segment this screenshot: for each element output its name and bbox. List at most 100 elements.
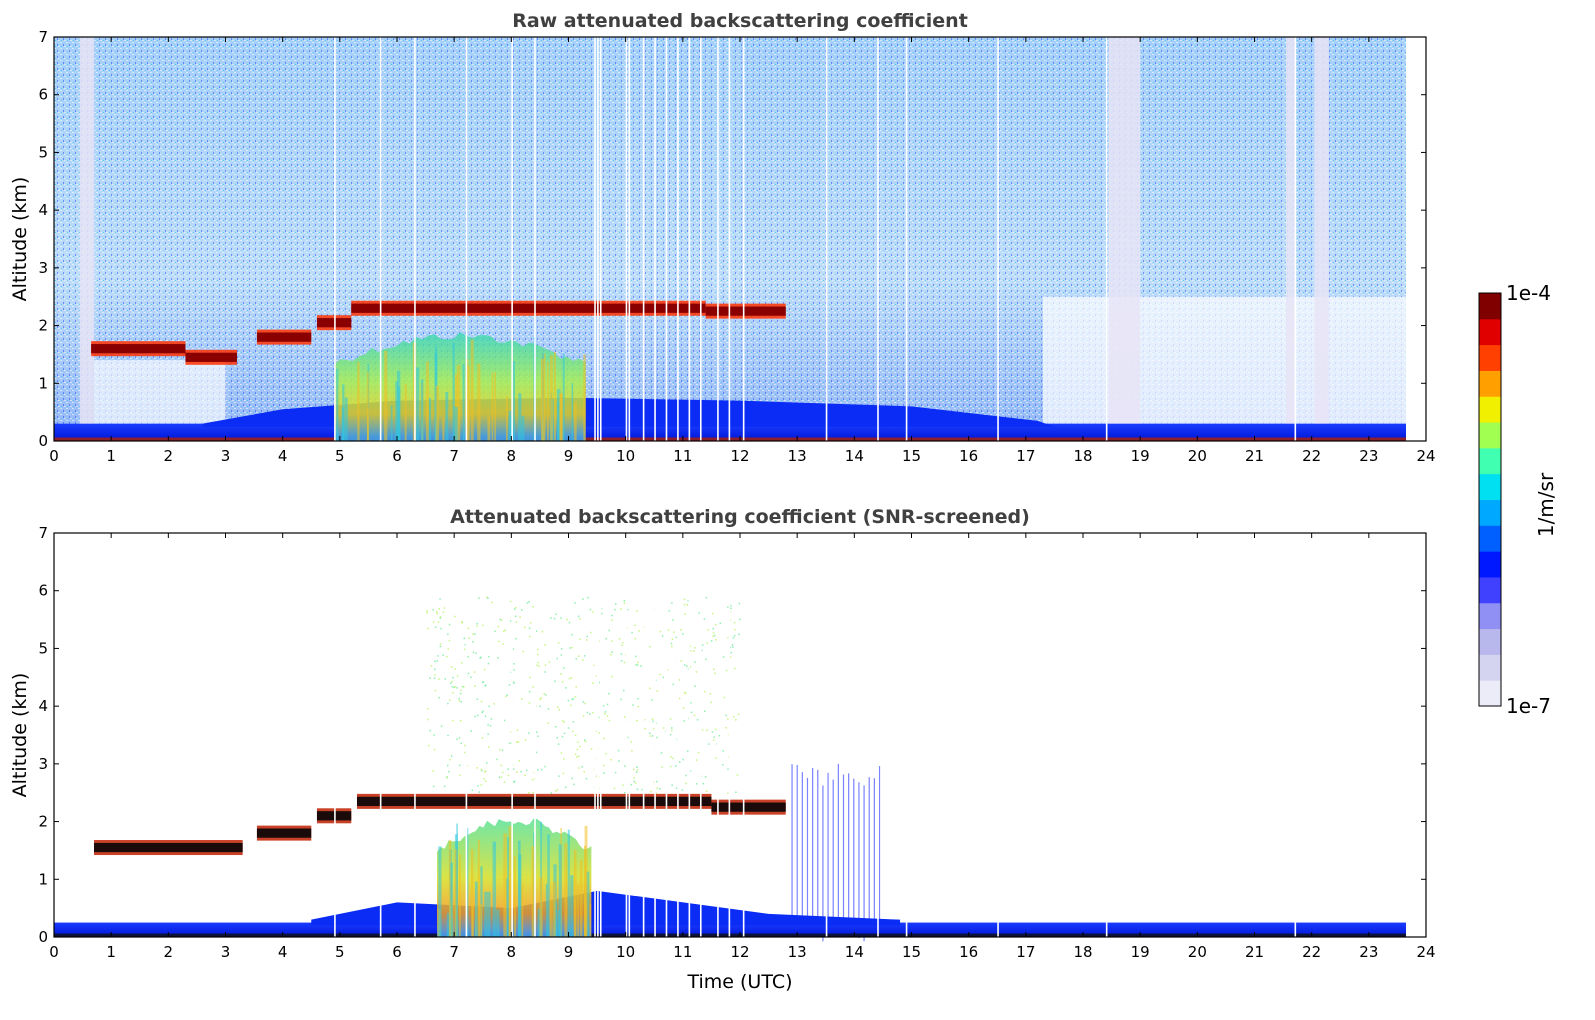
noise-dot <box>711 731 714 733</box>
noise-dot <box>443 785 446 788</box>
noise-dot <box>491 601 494 604</box>
x-tick-label: 12 <box>730 943 749 961</box>
plume-streak <box>448 840 452 937</box>
noise-dot <box>730 604 732 607</box>
plume-streak <box>454 406 458 441</box>
noise-dot <box>482 710 484 713</box>
noise-dot <box>564 786 567 789</box>
x-tick-label: 0 <box>49 447 59 465</box>
plume-streak <box>494 371 497 441</box>
screened-streak <box>842 774 845 931</box>
noise-dot <box>686 604 689 606</box>
noise-dot <box>611 614 613 617</box>
noise-dot <box>589 713 591 715</box>
noise-dot <box>713 736 716 738</box>
cloud-layer <box>94 842 243 853</box>
profile-gap <box>825 37 828 441</box>
noise-dot <box>689 770 692 772</box>
panel-1-x-axis: 0 1 2 3 4 5 6 7 8 9 10 11 12 13 14 15 16 17 18 19 20 21 22 23 24 <box>49 37 1436 465</box>
noise-dot <box>544 644 546 646</box>
noise-dot <box>589 608 592 611</box>
noise-dot <box>498 640 500 643</box>
data-gap <box>79 37 95 430</box>
noise-dot <box>614 771 617 774</box>
noise-dot <box>576 756 578 758</box>
profile-gap <box>1105 533 1108 937</box>
plume-streak <box>508 826 512 937</box>
plume-streak <box>390 405 393 441</box>
noise-dot <box>592 611 594 613</box>
screened-backscatter-panel: Attenuated backscattering coefficient (S… <box>9 506 1436 993</box>
plume-streak <box>557 401 560 441</box>
noise-dot <box>584 739 586 741</box>
y-tick-label: 3 <box>38 259 48 277</box>
noise-dot <box>579 618 581 620</box>
profile-gap <box>594 37 596 441</box>
noise-dot <box>471 789 474 791</box>
noise-dot <box>678 697 681 700</box>
plume-streak <box>452 343 455 441</box>
noise-dot <box>675 636 678 639</box>
colorbar-max-label: 1e-4 <box>1506 281 1551 305</box>
noise-dot <box>518 760 521 762</box>
noise-dot <box>683 720 686 722</box>
noise-dot <box>554 680 556 682</box>
noise-dot <box>475 652 477 655</box>
noise-dot <box>725 714 727 717</box>
noise-dot <box>556 737 558 739</box>
noise-dot <box>474 715 476 718</box>
clear-low-region <box>94 360 226 424</box>
noise-dot <box>460 689 462 692</box>
plume-streak <box>547 834 550 937</box>
noise-dot <box>497 625 500 628</box>
plume-streak <box>492 841 497 937</box>
noise-dot <box>556 706 559 708</box>
colorbar-frame <box>1478 292 1502 707</box>
plume-streak <box>384 350 388 441</box>
noise-dot <box>515 621 518 623</box>
noise-dot <box>446 655 448 658</box>
noise-dot <box>693 646 696 649</box>
y-tick-label: 3 <box>38 755 48 773</box>
noise-dot <box>500 764 502 767</box>
noise-dot <box>730 607 732 610</box>
noise-dot <box>537 661 539 664</box>
plume-streak <box>396 370 401 441</box>
noise-dot <box>670 756 672 758</box>
noise-dot <box>490 718 493 720</box>
noise-dot <box>468 637 470 639</box>
noise-dot <box>622 784 624 786</box>
plume-streak <box>553 881 556 937</box>
noise-dot <box>715 728 717 731</box>
noise-dot <box>531 778 534 781</box>
plume-streak <box>589 903 592 937</box>
noise-dot <box>571 698 574 700</box>
noise-dot <box>689 666 692 668</box>
screened-streak <box>822 785 824 942</box>
x-tick-label: 11 <box>673 943 692 961</box>
noise-dot <box>501 771 504 774</box>
profile-gap <box>905 533 908 937</box>
plume-streak <box>579 859 583 937</box>
noise-dot <box>649 645 651 648</box>
profile-gap <box>597 37 599 441</box>
noise-dot <box>442 654 444 656</box>
noise-dot <box>582 701 585 703</box>
noise-dot <box>667 629 670 631</box>
noise-dot <box>705 790 708 792</box>
noise-dot <box>634 782 637 784</box>
noise-dot <box>535 751 538 754</box>
colorbar-cell <box>1479 344 1501 371</box>
screened-streak <box>801 772 803 928</box>
noise-dot <box>573 783 575 786</box>
profile-gap <box>534 37 536 441</box>
noise-dot <box>574 602 576 604</box>
noise-dot <box>725 669 728 672</box>
noise-dot <box>476 622 478 625</box>
noise-dot <box>656 787 658 790</box>
noise-dot <box>536 653 539 656</box>
noise-dot <box>694 661 696 663</box>
plume-streak <box>416 367 420 441</box>
plume-streak <box>518 840 521 937</box>
noise-dot <box>458 764 461 767</box>
